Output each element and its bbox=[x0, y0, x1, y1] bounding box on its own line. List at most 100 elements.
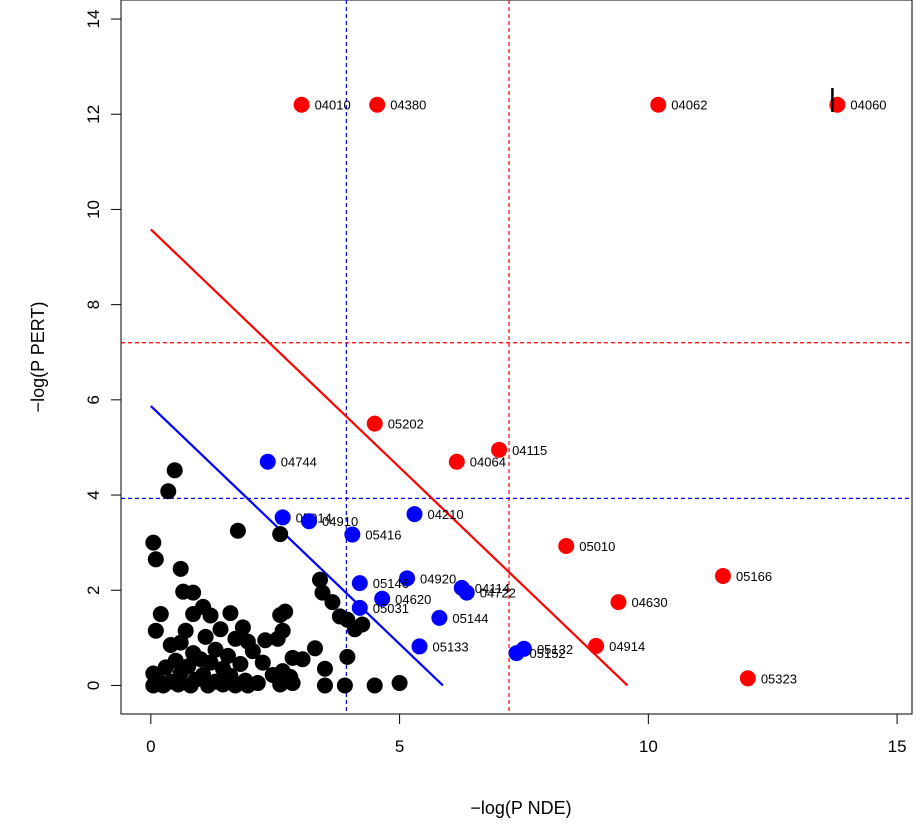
blue-point bbox=[351, 575, 368, 592]
black-point bbox=[269, 630, 286, 647]
black-point bbox=[272, 676, 289, 693]
blue-point-label: 04744 bbox=[281, 455, 317, 470]
black-point bbox=[155, 677, 172, 694]
red-point-label: 04115 bbox=[512, 443, 547, 458]
black-point bbox=[200, 677, 217, 694]
black-point bbox=[391, 675, 408, 692]
black-point bbox=[227, 630, 244, 647]
blue-point-label: 04114 bbox=[475, 581, 510, 596]
red-diagonal-line bbox=[150, 228, 629, 687]
black-point bbox=[185, 606, 202, 623]
blue-point-label: 04620 bbox=[395, 592, 431, 607]
blue-point-label: 05152 bbox=[530, 646, 566, 661]
blue-point bbox=[399, 570, 416, 587]
blue-point bbox=[374, 590, 391, 607]
red-point bbox=[366, 415, 383, 432]
x-tick-label: 10 bbox=[639, 737, 658, 756]
black-point bbox=[294, 651, 311, 668]
black-point bbox=[219, 647, 236, 664]
y-tick-label: 10 bbox=[84, 200, 103, 219]
red-point bbox=[369, 96, 386, 113]
black-point bbox=[202, 607, 219, 624]
blue-point bbox=[274, 509, 291, 526]
diagonal-lines bbox=[150, 228, 629, 687]
black-point bbox=[239, 677, 256, 694]
black-point bbox=[147, 551, 164, 568]
y-tick-label: 2 bbox=[84, 586, 103, 595]
blue-point bbox=[431, 609, 448, 626]
blue-point-label: 05133 bbox=[432, 639, 468, 654]
black-point bbox=[244, 643, 261, 660]
black-point bbox=[227, 677, 244, 694]
y-axis: 0 2 4 6 8 10 12 14 bbox=[84, 10, 122, 690]
black-point bbox=[307, 640, 324, 657]
red-point-label: 05202 bbox=[388, 417, 424, 432]
red-point bbox=[650, 96, 667, 113]
blue-point bbox=[458, 584, 475, 601]
black-point bbox=[272, 526, 289, 543]
black-point bbox=[172, 634, 189, 651]
black-point bbox=[172, 560, 189, 577]
blue-point-label: 04210 bbox=[428, 507, 464, 522]
red-point-label: 04062 bbox=[671, 98, 707, 113]
black-point bbox=[152, 606, 169, 623]
black-point bbox=[354, 616, 371, 633]
blue-point bbox=[344, 526, 361, 543]
black-point bbox=[336, 677, 353, 694]
black-point bbox=[234, 619, 251, 636]
red-point-label: 04010 bbox=[315, 98, 351, 113]
black-point bbox=[254, 654, 271, 671]
y-tick-label: 6 bbox=[84, 395, 103, 404]
y-axis-title: −log(P PERT) bbox=[28, 302, 48, 413]
red-point bbox=[293, 96, 310, 113]
blue-point-label: 04910 bbox=[322, 514, 358, 529]
blue-point bbox=[411, 638, 428, 655]
black-point bbox=[145, 534, 162, 551]
y-tick-label: 12 bbox=[84, 105, 103, 124]
black-point bbox=[257, 632, 274, 649]
x-tick-label: 5 bbox=[395, 737, 404, 756]
blue-point-label: 04722 bbox=[480, 586, 516, 601]
blue-point-label: 05031 bbox=[373, 601, 409, 616]
y-tick-label: 4 bbox=[84, 490, 103, 499]
black-point bbox=[311, 571, 328, 588]
x-axis-title: −log(P NDE) bbox=[470, 798, 571, 818]
red-point bbox=[588, 637, 605, 654]
black-point bbox=[314, 584, 331, 601]
black-point bbox=[185, 584, 202, 601]
black-point bbox=[324, 594, 341, 611]
black-point bbox=[339, 648, 356, 665]
blue-point bbox=[508, 645, 525, 662]
black-point bbox=[284, 675, 301, 692]
blue-point bbox=[351, 599, 368, 616]
blue-point-label: 05146 bbox=[373, 576, 409, 591]
black-point bbox=[222, 605, 239, 622]
blue-point-label: 05144 bbox=[452, 611, 488, 626]
black-point bbox=[197, 628, 214, 645]
black-point bbox=[147, 622, 164, 639]
black-point bbox=[212, 621, 229, 638]
red-point bbox=[448, 453, 465, 470]
red-point bbox=[610, 594, 627, 611]
red-point-label: 04630 bbox=[631, 595, 667, 610]
x-tick-label: 15 bbox=[888, 737, 907, 756]
red-point bbox=[739, 670, 756, 687]
red-point-label: 05010 bbox=[579, 539, 615, 554]
black-point bbox=[272, 606, 289, 623]
blue-point bbox=[301, 513, 318, 530]
black-point bbox=[366, 677, 383, 694]
black-point bbox=[182, 677, 199, 694]
black-point bbox=[160, 483, 177, 500]
black-point bbox=[166, 462, 183, 479]
black-point bbox=[170, 676, 187, 693]
black-point bbox=[232, 656, 249, 673]
black-point bbox=[316, 660, 333, 677]
red-point-label: 05166 bbox=[736, 569, 772, 584]
blue-point bbox=[406, 506, 423, 523]
red-points: 04010 04380 04062 04060 05202 04115 04064 05010… bbox=[293, 96, 887, 687]
black-point bbox=[202, 654, 219, 671]
red-point-label: 04914 bbox=[609, 639, 645, 654]
red-point bbox=[558, 537, 575, 554]
blue-point-label: 05416 bbox=[365, 528, 401, 543]
